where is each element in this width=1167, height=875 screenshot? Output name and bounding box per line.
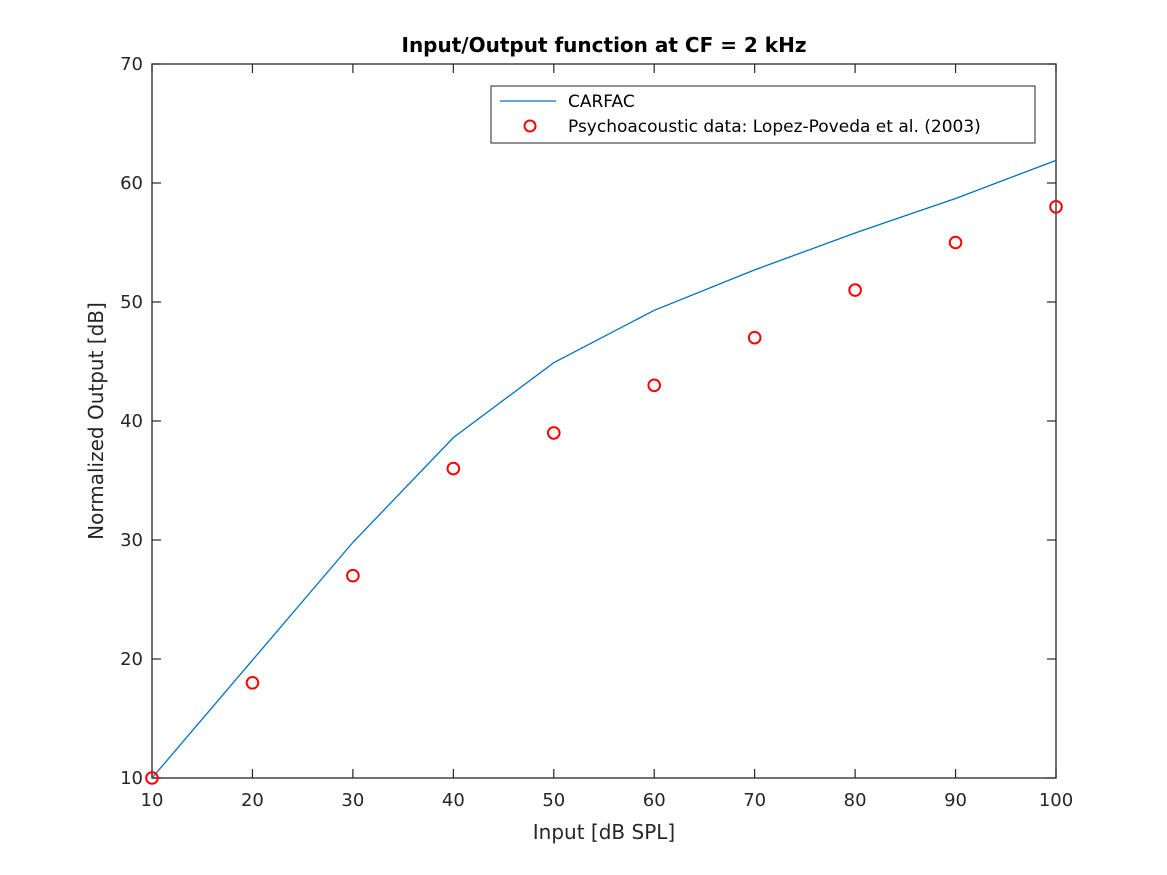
x-tick-label: 10 [141, 790, 164, 811]
axes-box [151, 63, 1057, 779]
x-tick-label: 70 [743, 790, 766, 811]
y-tick-label: 70 [120, 54, 143, 75]
legend-circle-marker-icon [523, 119, 537, 133]
data-point-marker [848, 283, 862, 297]
data-point-marker [647, 378, 662, 393]
x-axis-label: Input [dB SPL] [533, 820, 675, 844]
data-point-marker [346, 568, 360, 583]
y-tick-label: 60 [120, 173, 143, 194]
x-tick-label: 20 [241, 790, 264, 811]
x-tick-label: 80 [844, 790, 867, 811]
y-tick-label: 50 [120, 292, 143, 313]
plot-series [145, 159, 1063, 785]
legend-entry-psychoacoustic: Psychoacoustic data: Lopez-Poveda et al.… [568, 117, 981, 137]
carfac-line [151, 159, 1057, 779]
x-tick-label: 30 [341, 790, 364, 811]
x-tick-label: 60 [643, 790, 666, 811]
chart-title: Input/Output function at CF = 2 kHz [402, 33, 807, 57]
data-point-marker [1049, 200, 1063, 214]
data-point-marker [446, 461, 461, 476]
data-point-marker [145, 771, 159, 785]
y-axis-label: Normalized Output [dB] [84, 302, 108, 540]
data-point-marker [546, 426, 561, 440]
y-tick-label: 40 [120, 411, 143, 432]
data-point-marker [245, 676, 260, 690]
data-point-marker [948, 235, 963, 250]
data-point-marker [747, 330, 762, 345]
y-tick-label: 20 [120, 649, 143, 670]
legend-box [490, 85, 1036, 144]
y-tick-label: 30 [120, 530, 143, 551]
legend: CARFAC Psychoacoustic data: Lopez-Poveda… [490, 85, 1036, 144]
x-tick-label: 40 [442, 790, 465, 811]
x-tick-label: 50 [542, 790, 565, 811]
x-tick-label: 90 [944, 790, 967, 811]
axis-ticks: 10 20 30 40 50 60 70 80 90 100 10 20 30 40 50 60 70 [120, 54, 1073, 811]
legend-entry-carfac: CARFAC [568, 92, 635, 112]
x-tick-label: 100 [1039, 790, 1073, 811]
y-tick-label: 10 [120, 768, 143, 789]
